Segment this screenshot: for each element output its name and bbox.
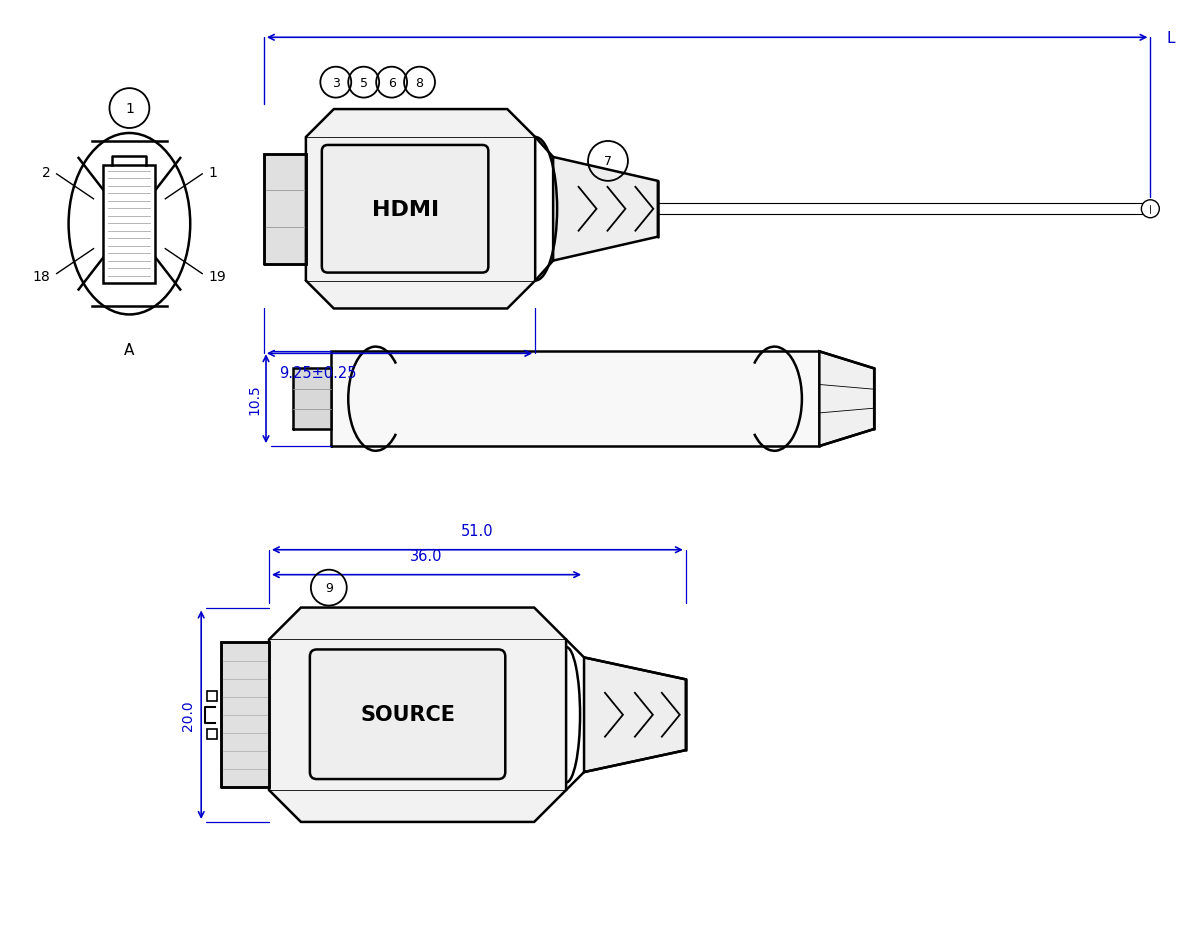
- Text: 5: 5: [360, 77, 367, 89]
- Text: 8: 8: [415, 77, 424, 89]
- Text: 1: 1: [208, 166, 217, 180]
- Polygon shape: [293, 369, 331, 430]
- Bar: [103, 166, 155, 283]
- FancyBboxPatch shape: [310, 650, 505, 780]
- Text: 36.0: 36.0: [410, 548, 443, 563]
- Text: 19: 19: [208, 269, 226, 283]
- Text: 9: 9: [325, 582, 332, 595]
- Text: 6: 6: [388, 77, 396, 89]
- Text: 1: 1: [125, 102, 134, 116]
- Polygon shape: [331, 352, 820, 446]
- Text: 10.5: 10.5: [247, 384, 262, 415]
- Bar: [208, 728, 217, 739]
- Polygon shape: [264, 155, 306, 264]
- Polygon shape: [553, 158, 658, 262]
- Text: 3: 3: [332, 77, 340, 89]
- Ellipse shape: [68, 134, 191, 316]
- Polygon shape: [820, 352, 874, 446]
- Polygon shape: [221, 643, 269, 787]
- FancyBboxPatch shape: [322, 146, 488, 273]
- Polygon shape: [306, 110, 535, 309]
- Text: 18: 18: [32, 269, 50, 283]
- Text: 20.0: 20.0: [181, 700, 196, 730]
- Polygon shape: [584, 658, 685, 772]
- Bar: [208, 691, 217, 701]
- Text: 2: 2: [42, 166, 50, 180]
- Text: 7: 7: [604, 155, 612, 168]
- Text: 9.25±0.25: 9.25±0.25: [278, 366, 356, 380]
- Text: SOURCE: SOURCE: [360, 704, 455, 725]
- Text: A: A: [125, 343, 134, 358]
- Text: HDMI: HDMI: [372, 200, 439, 220]
- Polygon shape: [269, 608, 566, 822]
- Text: L: L: [1166, 31, 1175, 45]
- Circle shape: [1141, 200, 1159, 218]
- Text: 51.0: 51.0: [461, 523, 493, 538]
